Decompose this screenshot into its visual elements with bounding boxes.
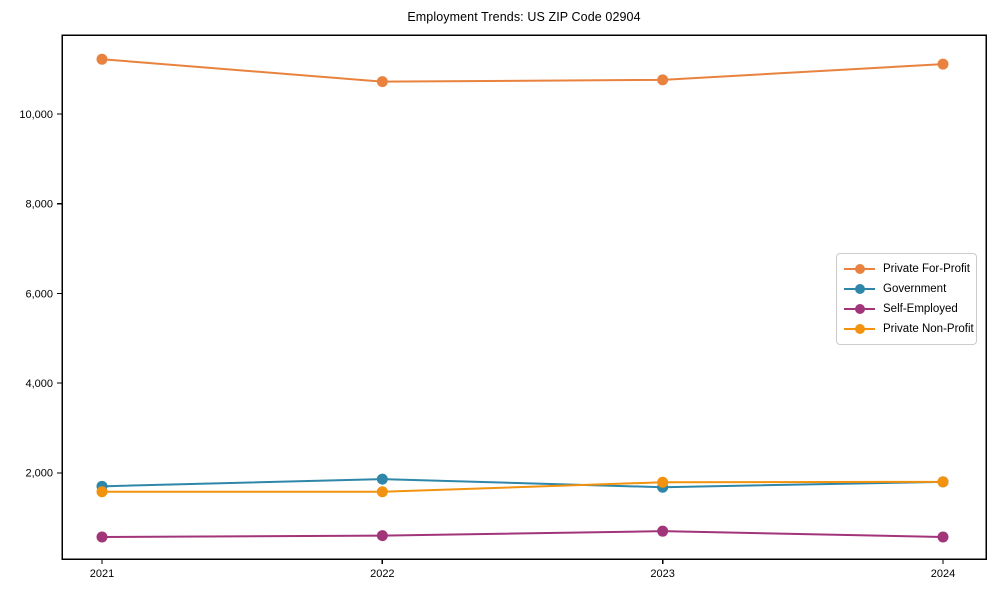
legend-line-marker-icon [844,284,875,294]
legend-item-government: Government [844,279,968,299]
legend-dot-icon [854,304,865,314]
legend-line-marker-icon [844,304,875,314]
legend-dot-icon [854,324,865,334]
legend-item-private-for-profit: Private For-Profit [844,259,970,279]
svg-text:2022: 2022 [370,568,394,580]
legend-line-marker-icon [844,264,875,274]
legend: Private For-Profit Government Self-Emplo… [836,253,977,345]
svg-text:2,000: 2,000 [25,468,53,480]
legend-label: Private For-Profit [883,263,970,275]
legend-label: Private Non-Profit [883,323,974,335]
legend-label: Self-Employed [883,303,958,315]
legend-item-self-employed: Self-Employed [844,299,968,319]
svg-text:10,000: 10,000 [19,109,53,121]
legend-line-marker-icon [844,324,875,334]
legend-dot-icon [854,264,865,274]
svg-text:2024: 2024 [931,568,955,580]
svg-text:4,000: 4,000 [25,378,53,390]
svg-text:6,000: 6,000 [25,288,53,300]
legend-label: Government [883,283,947,295]
legend-item-private-non-profit: Private Non-Profit [844,319,974,339]
svg-text:2021: 2021 [90,568,114,580]
svg-text:2023: 2023 [650,568,674,580]
legend-dot-icon [854,284,865,294]
chart-title: Employment Trends: US ZIP Code 02904 [407,10,641,24]
svg-text:8,000: 8,000 [25,199,53,211]
